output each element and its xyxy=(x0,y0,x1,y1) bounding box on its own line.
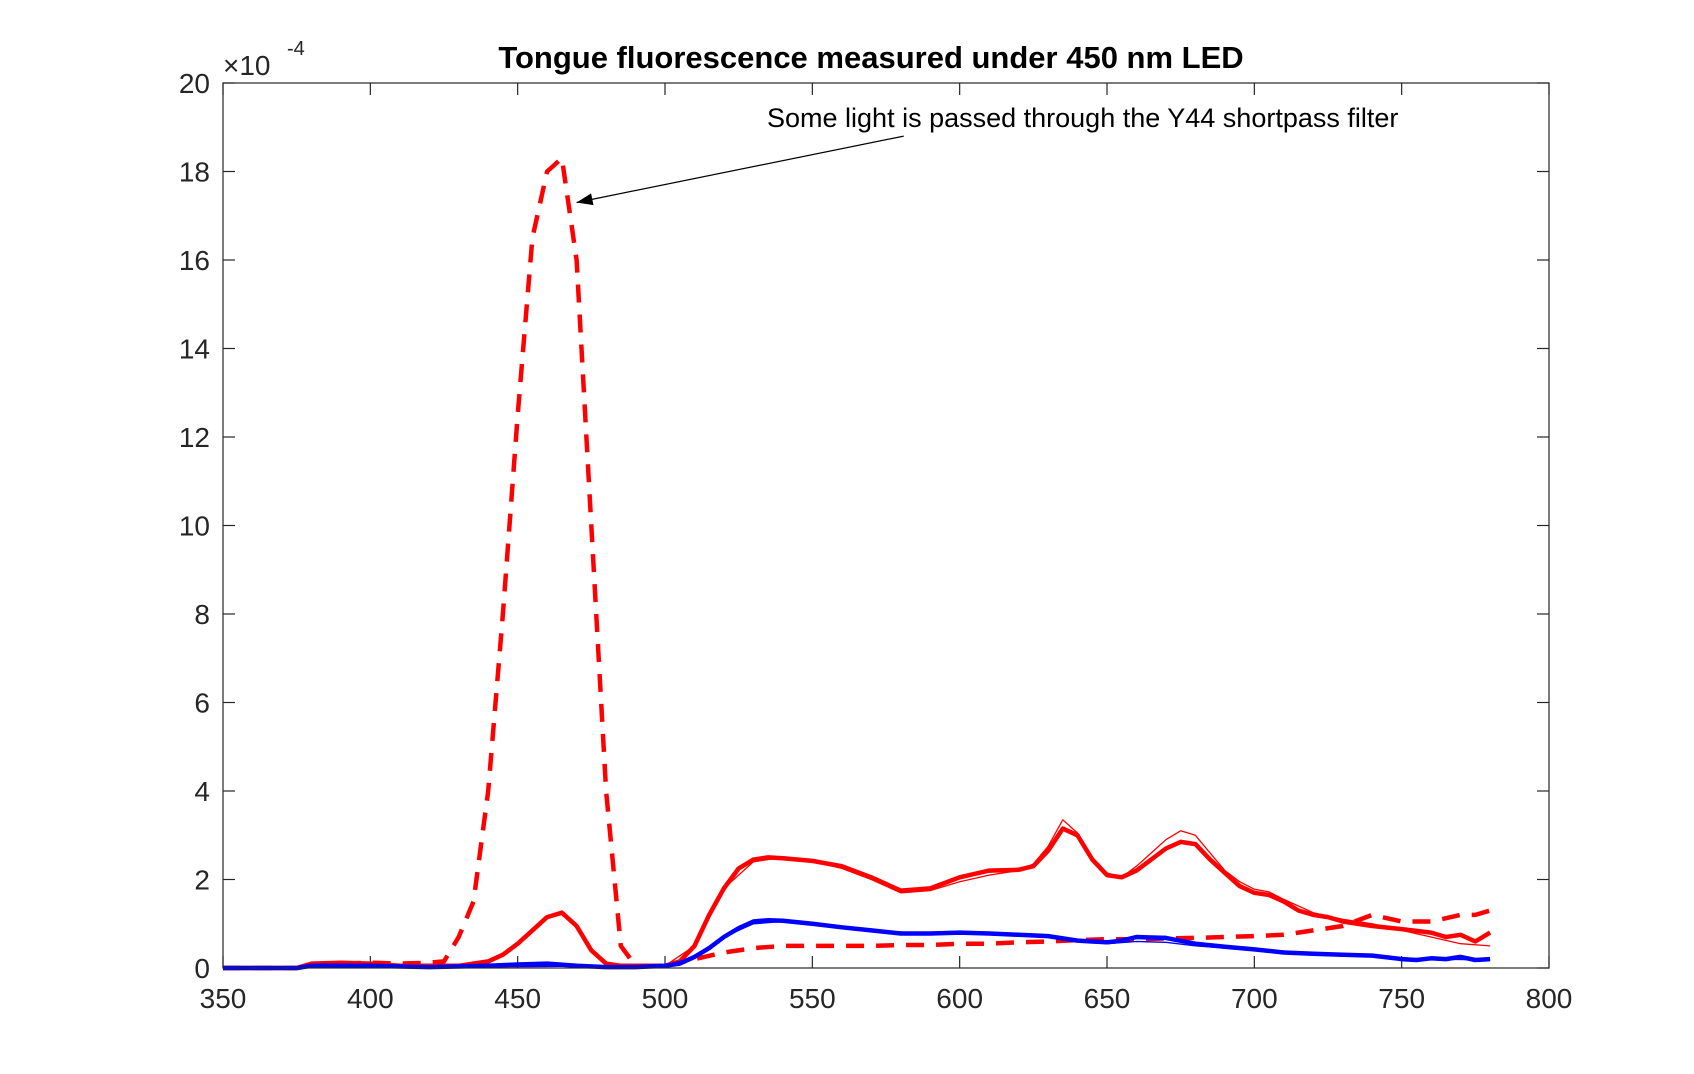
x-tick-label: 700 xyxy=(1231,983,1278,1014)
plot-series xyxy=(222,155,1492,971)
series-line-4 xyxy=(222,920,1491,969)
series-line-1 xyxy=(223,826,1492,971)
y-exponent-base: ×10 xyxy=(223,50,271,81)
y-tick-label: 18 xyxy=(179,157,210,188)
x-tick-label: 400 xyxy=(347,983,394,1014)
plot-area xyxy=(222,82,1550,969)
x-tick-label: 350 xyxy=(200,983,247,1014)
y-tick-label: 20 xyxy=(179,68,210,99)
annotation-arrowhead xyxy=(576,193,594,206)
x-tick-label: 500 xyxy=(642,983,689,1014)
y-axis: 0 2 4 6 8 10 12 14 16 18 20 xyxy=(179,68,1549,984)
x-tick-label: 750 xyxy=(1378,983,1425,1014)
annotation-text: Some light is passed through the Y44 sho… xyxy=(767,103,1398,133)
y-tick-label: 16 xyxy=(179,245,210,276)
series-line-2 xyxy=(222,819,1491,969)
y-tick-label: 12 xyxy=(179,422,210,453)
y-tick-label: 4 xyxy=(194,776,210,807)
x-tick-label: 600 xyxy=(936,983,983,1014)
y-exponent-power: -4 xyxy=(287,38,305,60)
y-tick-label: 0 xyxy=(194,953,210,984)
y-tick-label: 2 xyxy=(194,865,210,896)
y-axis-exponent: ×10 -4 xyxy=(223,38,305,81)
x-tick-label: 450 xyxy=(494,983,541,1014)
chart-title: Tongue fluorescence measured under 450 n… xyxy=(498,40,1243,75)
annotation: Some light is passed through the Y44 sho… xyxy=(576,103,1398,206)
y-tick-label: 6 xyxy=(194,688,210,719)
y-tick-label: 10 xyxy=(179,511,210,542)
x-tick-label: 550 xyxy=(789,983,836,1014)
annotation-arrow-line xyxy=(576,135,904,204)
x-tick-label: 650 xyxy=(1084,983,1131,1014)
y-tick-label: 14 xyxy=(179,334,210,365)
x-axis: 350 400 450 500 550 600 650 700 750 800 xyxy=(200,83,1573,1014)
x-tick-label: 800 xyxy=(1526,983,1573,1014)
y-tick-label: 8 xyxy=(194,599,210,630)
series-line-0 xyxy=(223,155,1491,971)
